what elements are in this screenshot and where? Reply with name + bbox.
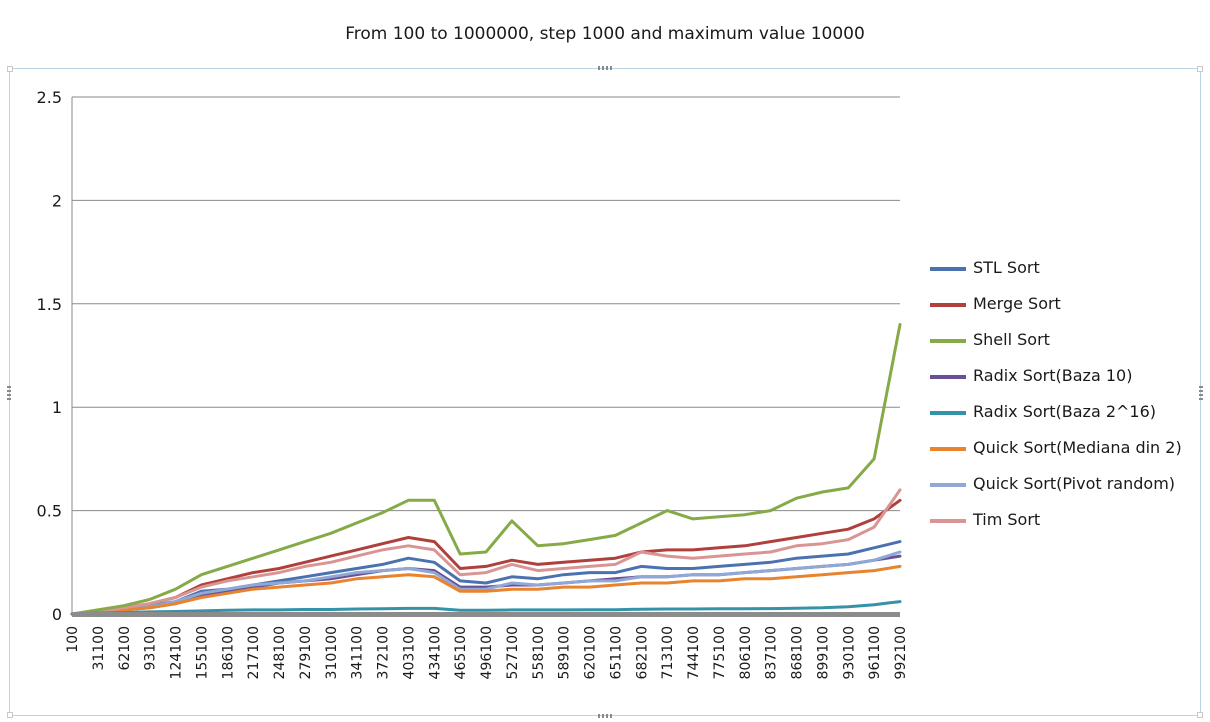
series-line-3 [70, 554, 902, 616]
legend-label: Radix Sort(Baza 2^16) [973, 402, 1157, 421]
x-tick-label: 217100 [246, 626, 262, 679]
y-tick-label: 0.5 [37, 502, 62, 521]
chart-area-frame[interactable] [7, 66, 1203, 718]
x-tick-label: 341100 [350, 626, 366, 679]
series-line-4 [70, 600, 902, 616]
legend-label: Tim Sort [973, 510, 1041, 529]
x-axis-baseline [72, 612, 900, 617]
y-tick-label: 1 [52, 398, 62, 417]
resize-handle-left[interactable] [7, 386, 11, 400]
x-tick-label: 434100 [427, 626, 443, 679]
x-tick-label: 961100 [867, 626, 883, 679]
x-tick-label: 620100 [583, 626, 599, 679]
y-tick-label: 0 [52, 605, 62, 624]
series-line-5 [70, 564, 902, 616]
x-tick-label: 744100 [686, 626, 702, 679]
axes [71, 97, 900, 617]
plot-series [70, 323, 902, 616]
legend-label: Radix Sort(Baza 10) [973, 366, 1133, 385]
legend-label: Quick Sort(Mediana din 2) [973, 438, 1182, 457]
x-tick-label: 775100 [712, 626, 728, 679]
legend-label: Quick Sort(Pivot random) [973, 474, 1176, 493]
x-tick-label: 248100 [272, 626, 288, 679]
x-tick-label: 186100 [220, 626, 236, 679]
x-tick-label: 651100 [608, 626, 624, 679]
x-tick-label: 403100 [401, 626, 417, 679]
x-tick-label: 62100 [117, 626, 133, 671]
y-tick-label: 1.5 [37, 295, 62, 314]
x-tick-label: 868100 [790, 626, 806, 679]
legend-label: STL Sort [973, 258, 1040, 277]
legend-swatch [930, 519, 966, 523]
x-tick-label: 310100 [324, 626, 340, 679]
resize-handle-bottom[interactable] [598, 714, 612, 718]
x-tick-label: 279100 [298, 626, 314, 679]
legend-label: Shell Sort [973, 330, 1050, 349]
x-tick-label: 372100 [376, 626, 392, 679]
x-axis-tick-labels: 100 31100 62100 93100 124100 155100 186100 2171… [65, 626, 909, 679]
series-line-6 [70, 550, 902, 616]
legend-swatch [930, 339, 966, 343]
legend-swatch [930, 267, 966, 271]
y-tick-label: 2 [52, 191, 62, 210]
x-tick-label: 496100 [479, 626, 495, 679]
x-tick-label: 465100 [453, 626, 469, 679]
x-tick-label: 93100 [143, 626, 159, 671]
legend-swatch [930, 411, 966, 415]
x-tick-label: 992100 [893, 626, 909, 679]
x-tick-label: 899100 [815, 626, 831, 679]
legend-swatch [930, 303, 966, 307]
y-axis-tick-labels: 0 0.5 1 1.5 2 2.5 [37, 88, 62, 624]
resize-handle-top-left[interactable] [7, 66, 13, 72]
legend-swatch [930, 375, 966, 379]
legend-swatch [930, 483, 966, 487]
legend-swatch [930, 447, 966, 451]
x-tick-label: 100 [65, 626, 81, 653]
series-line-7 [70, 488, 902, 616]
legend-label: Merge Sort [973, 294, 1061, 313]
resize-handle-right[interactable] [1199, 386, 1203, 400]
resize-handle-top[interactable] [598, 66, 612, 70]
x-tick-label: 806100 [738, 626, 754, 679]
resize-handle-bottom-right[interactable] [1197, 712, 1203, 718]
gridlines [72, 96, 900, 512]
x-tick-label: 713100 [660, 626, 676, 679]
x-tick-label: 558100 [531, 626, 547, 679]
series-line-2 [70, 323, 902, 616]
y-tick-label: 2.5 [37, 88, 62, 107]
chart-title: From 100 to 1000000, step 1000 and maxim… [345, 24, 865, 44]
resize-handle-top-right[interactable] [1197, 66, 1203, 72]
series-line-1 [70, 498, 902, 616]
x-tick-label: 930100 [841, 626, 857, 679]
x-tick-label: 589100 [557, 626, 573, 679]
x-tick-label: 837100 [764, 626, 780, 679]
resize-handle-bottom-left[interactable] [7, 712, 13, 718]
x-tick-label: 527100 [505, 626, 521, 679]
x-tick-label: 31100 [91, 626, 107, 671]
x-tick-label: 682100 [634, 626, 650, 679]
x-tick-label: 124100 [169, 626, 185, 679]
x-tick-label: 155100 [194, 626, 210, 679]
